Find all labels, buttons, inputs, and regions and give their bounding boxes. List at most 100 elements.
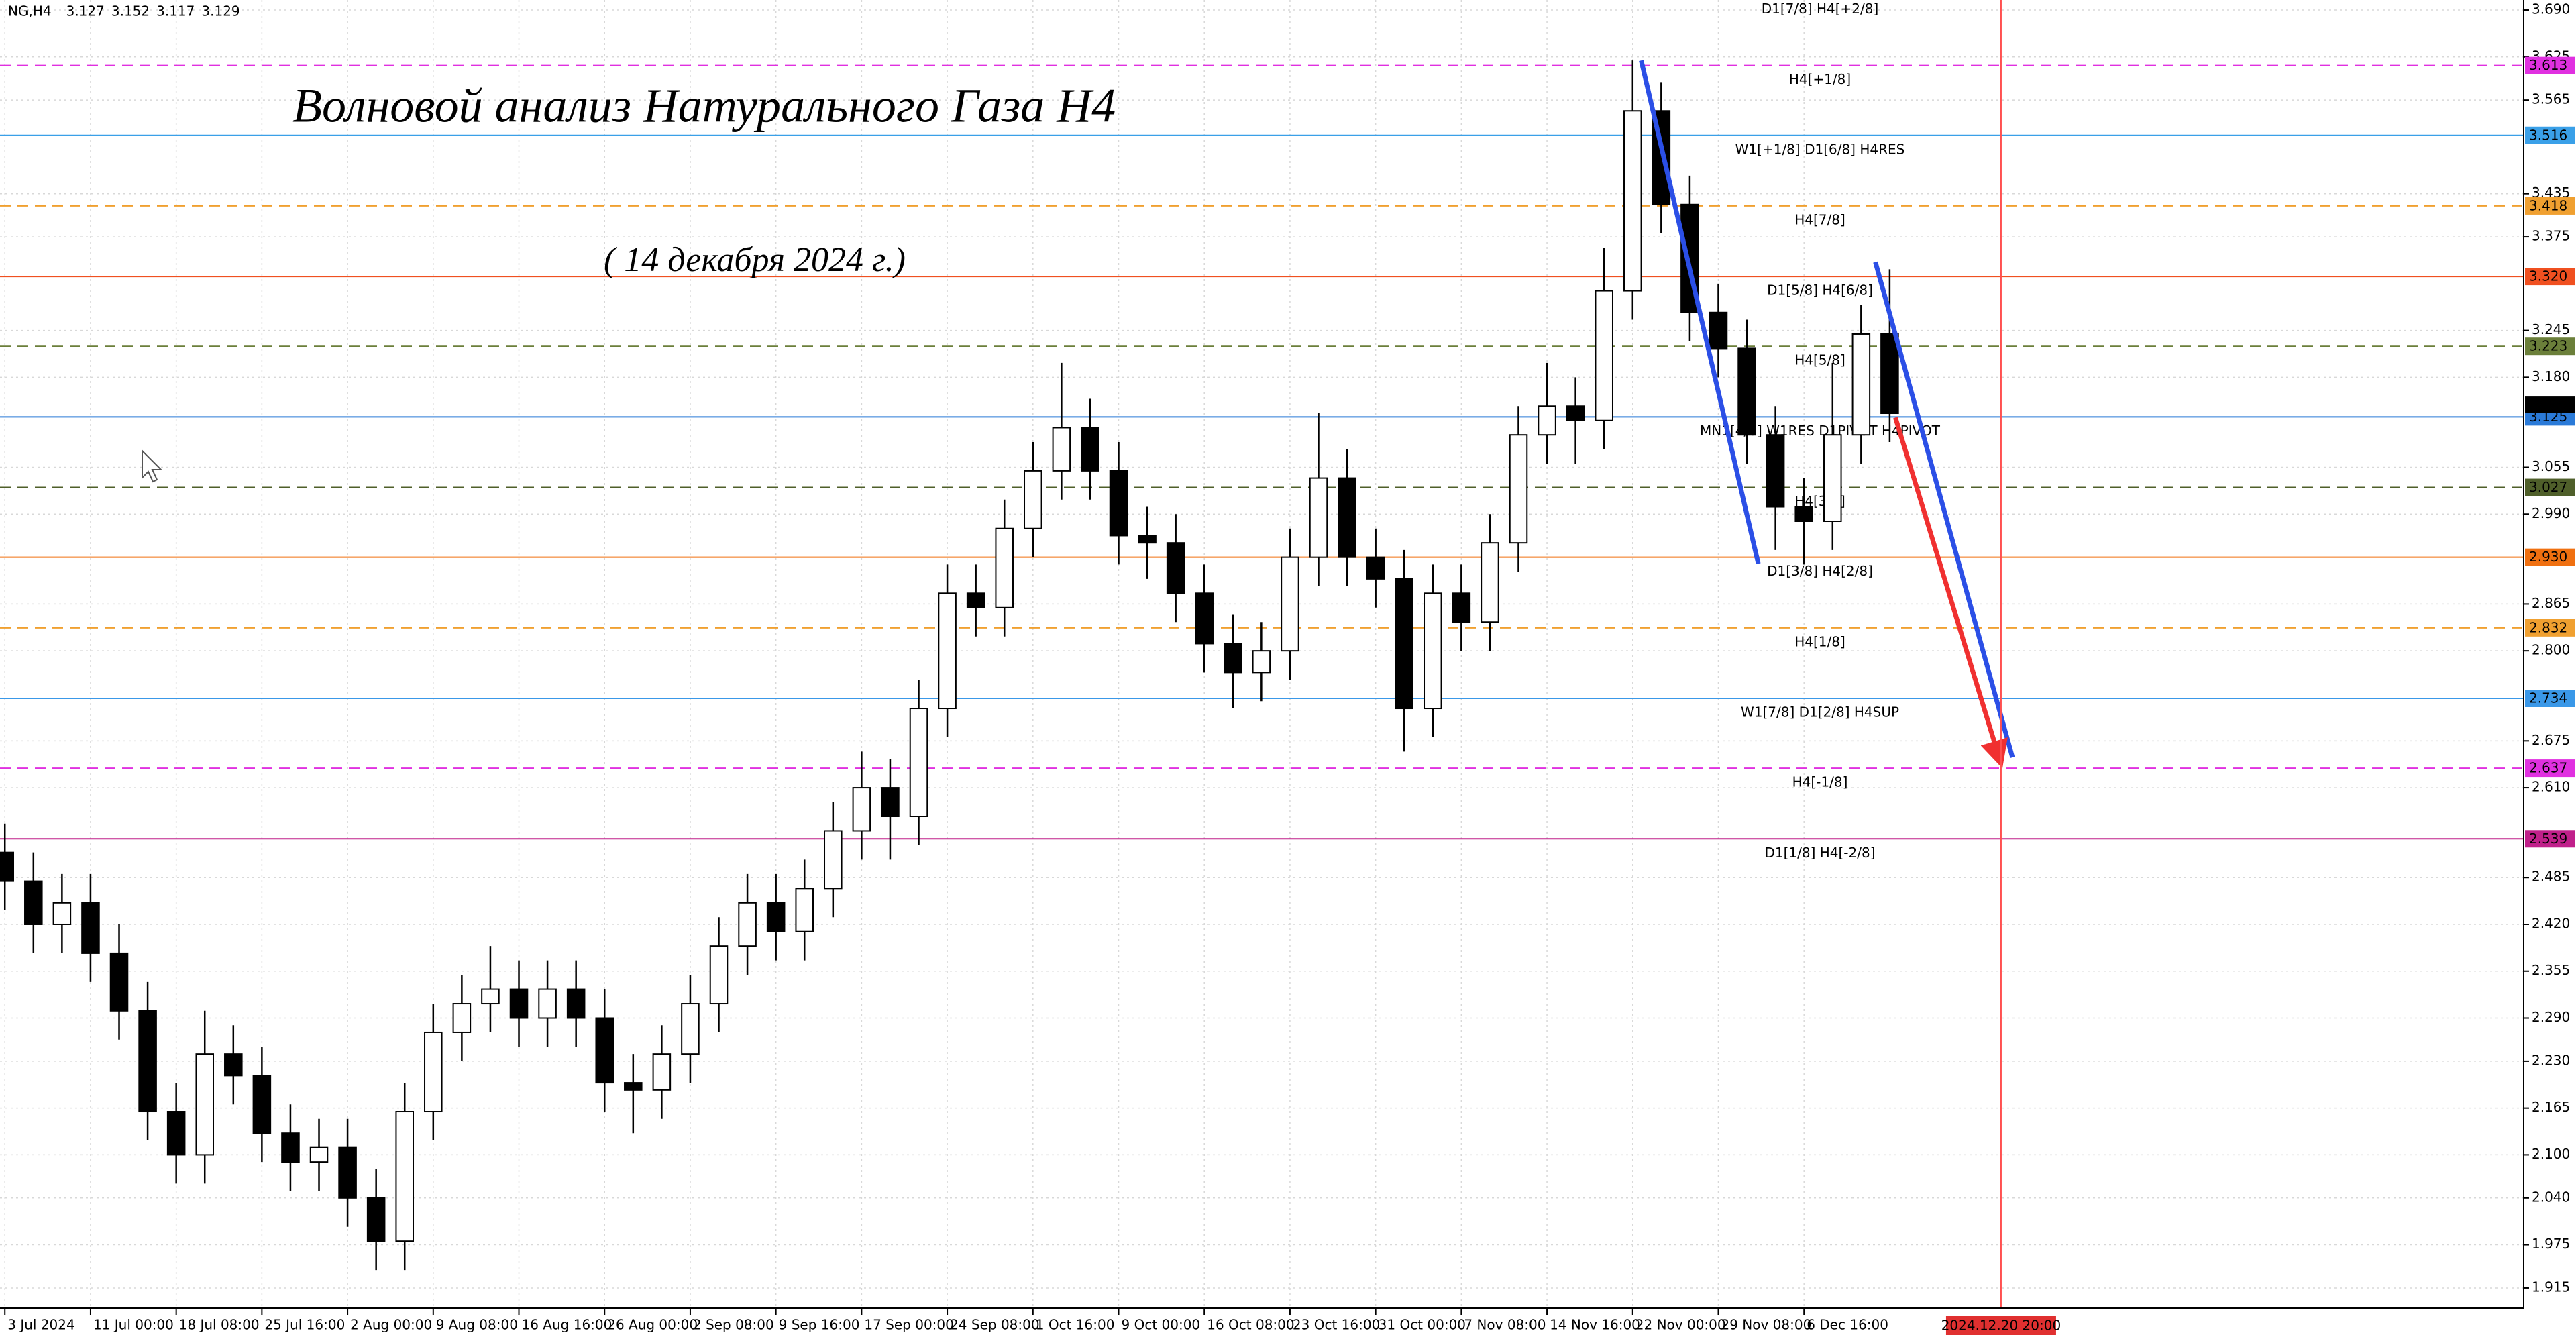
candle-body xyxy=(309,1146,329,1163)
candle-body xyxy=(1509,434,1528,544)
level-price-label: 3.516 xyxy=(2529,127,2567,143)
time-line-box xyxy=(1945,1316,2056,1335)
level-price-box xyxy=(2525,56,2575,74)
candle-body xyxy=(966,592,985,608)
candle-body xyxy=(795,888,814,932)
candle-body xyxy=(424,1031,443,1113)
candle-body xyxy=(1538,405,1556,436)
candle-body xyxy=(1309,477,1328,558)
y-tick-label: 1.975 xyxy=(2532,1236,2570,1252)
level-label: H4[-1/8] xyxy=(1792,774,1848,790)
level-label: D1[5/8] H4[6/8] xyxy=(1767,282,1873,299)
y-tick-label: 2.100 xyxy=(2532,1146,2570,1162)
candle-body xyxy=(1851,333,1871,436)
candle-body xyxy=(1281,556,1299,652)
x-tick-label: 9 Oct 00:00 xyxy=(1122,1317,1201,1333)
x-tick-label: 26 Aug 00:00 xyxy=(607,1317,698,1333)
candle-body xyxy=(1481,542,1499,623)
current-price-box xyxy=(2525,396,2575,413)
current-price-label: 3.129 xyxy=(2529,396,2567,413)
symbol: NG,H4 xyxy=(8,3,52,19)
x-tick-label: 2 Sep 08:00 xyxy=(693,1317,774,1333)
candle-body xyxy=(595,1017,614,1084)
y-tick-label: 2.290 xyxy=(2532,1009,2570,1025)
y-tick-label: 3.565 xyxy=(2532,91,2570,107)
candle-body xyxy=(1709,311,1728,350)
mouse-cursor xyxy=(142,449,163,483)
x-tick-label: 9 Aug 08:00 xyxy=(436,1317,518,1333)
y-tick-label: 2.355 xyxy=(2532,962,2570,978)
y-tick-label: 2.420 xyxy=(2532,915,2570,931)
candle-body xyxy=(1252,650,1271,674)
level-label: H4[+1/8] xyxy=(1789,71,1851,87)
candle-body xyxy=(109,952,129,1012)
x-tick-label: 29 Nov 08:00 xyxy=(1721,1317,1811,1333)
x-tick-label: 7 Nov 08:00 xyxy=(1464,1317,1546,1333)
level-price-label: 2.539 xyxy=(2529,831,2567,847)
level-price-label: 3.613 xyxy=(2529,57,2567,73)
level-price-box xyxy=(2525,619,2575,637)
candle-body xyxy=(938,592,957,710)
y-tick-label: 2.675 xyxy=(2532,732,2570,748)
level-price-box xyxy=(2525,690,2575,708)
level-price-label: 2.832 xyxy=(2529,619,2567,635)
y-tick-label: 2.165 xyxy=(2532,1099,2570,1115)
candle-body xyxy=(681,1003,700,1055)
candle-body xyxy=(24,880,43,925)
level-label: H4[7/8] xyxy=(1794,211,1845,227)
candle-body xyxy=(1737,347,1756,436)
candle-body xyxy=(252,1075,272,1134)
level-price-box xyxy=(2525,759,2575,778)
x-tick-label: 18 Jul 08:00 xyxy=(179,1317,260,1333)
candle-body xyxy=(1424,592,1442,710)
y-tick-label: 3.180 xyxy=(2532,368,2570,384)
level-label: D1[3/8] H4[2/8] xyxy=(1767,563,1873,579)
candle-body xyxy=(1766,434,1785,508)
y-tick-label: 2.865 xyxy=(2532,595,2570,611)
x-tick-label: 6 Dec 16:00 xyxy=(1807,1317,1888,1333)
y-tick-label: 2.040 xyxy=(2532,1189,2570,1205)
level-price-box xyxy=(2525,478,2575,496)
candle-body xyxy=(624,1082,643,1091)
header-value: 3.127 xyxy=(66,3,105,19)
candle-body xyxy=(395,1111,415,1242)
candle-body xyxy=(652,1053,672,1091)
header-value: 3.152 xyxy=(111,3,150,19)
x-tick-label: 11 Jul 00:00 xyxy=(93,1317,174,1333)
trend-line xyxy=(1639,60,1761,565)
candle-body xyxy=(1623,110,1642,292)
level-price-label: 3.223 xyxy=(2529,338,2567,354)
x-tick-label: 1 Oct 16:00 xyxy=(1036,1317,1115,1333)
x-tick-label: 2 Aug 00:00 xyxy=(350,1317,432,1333)
level-price-label: 2.930 xyxy=(2529,549,2567,565)
candle-body xyxy=(1224,643,1242,674)
level-price-box xyxy=(2525,126,2575,144)
candle-body xyxy=(138,1010,157,1113)
y-tick-label: 3.375 xyxy=(2532,228,2570,244)
trend-line xyxy=(1873,261,2015,758)
candle-body xyxy=(538,988,557,1019)
x-tick-label: 22 Nov 00:00 xyxy=(1635,1317,1726,1333)
y-tick-label: 1.915 xyxy=(2532,1279,2570,1295)
candle-body xyxy=(1880,333,1899,415)
y-tick-label: 2.230 xyxy=(2532,1052,2570,1068)
candle-body xyxy=(1166,542,1185,594)
candle-body xyxy=(566,988,586,1019)
candle-body xyxy=(366,1197,386,1242)
x-tick-label: 16 Oct 08:00 xyxy=(1207,1317,1294,1333)
candle-body xyxy=(166,1111,186,1156)
level-label: D1[7/8] H4[+2/8] xyxy=(1762,1,1879,17)
candle-body xyxy=(1395,578,1413,710)
candle-body xyxy=(224,1053,243,1077)
level-label: MN1[4/8] W1RES D1PIVOT H4PIVOT xyxy=(1700,423,1941,439)
candle-body xyxy=(509,988,529,1019)
x-tick-label: 16 Aug 16:00 xyxy=(522,1317,612,1333)
candle-body xyxy=(195,1053,215,1156)
level-label: H4[5/8] xyxy=(1794,352,1845,368)
x-tick-label: 3 Jul 2024 xyxy=(7,1317,74,1333)
level-price-label: 2.637 xyxy=(2529,760,2567,776)
candle-body xyxy=(1081,427,1099,472)
